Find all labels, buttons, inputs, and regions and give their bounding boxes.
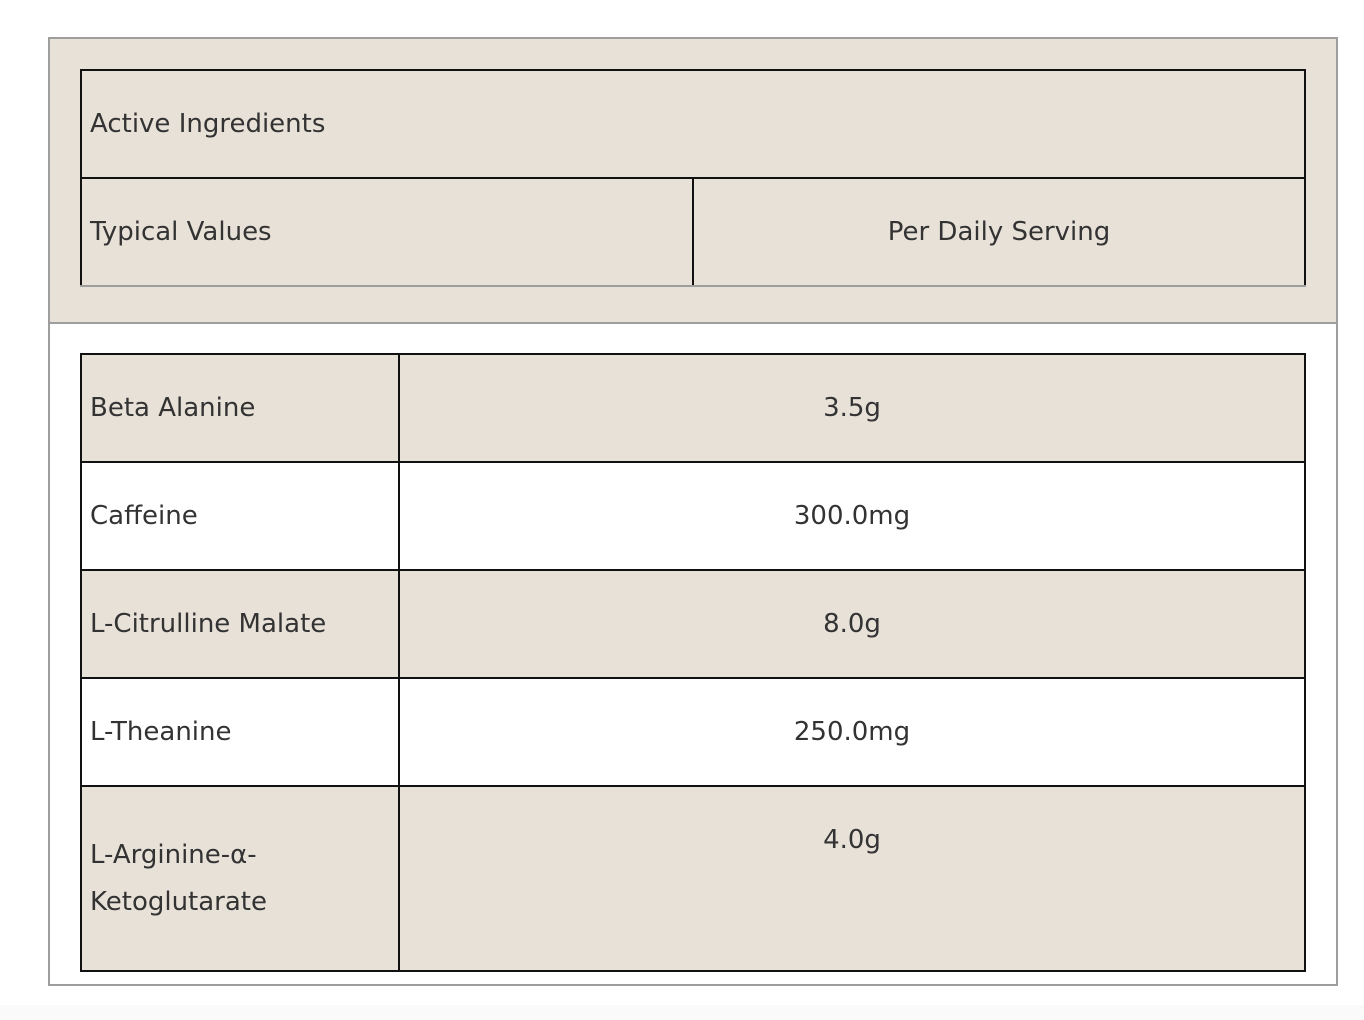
table-header-section: Active Ingredients Typical Values Per Da… bbox=[50, 39, 1336, 324]
title-row: Active Ingredients bbox=[80, 69, 1306, 179]
page-footer-strip bbox=[0, 1005, 1364, 1020]
header-table: Active Ingredients Typical Values Per Da… bbox=[80, 69, 1306, 287]
ingredient-value: 300.0mg bbox=[398, 461, 1306, 571]
table-title: Active Ingredients bbox=[80, 69, 1306, 179]
ingredient-value: 3.5g bbox=[398, 353, 1306, 463]
column-header-row: Typical Values Per Daily Serving bbox=[80, 177, 1306, 287]
ingredient-value: 4.0g bbox=[398, 785, 1306, 972]
ingredient-value: 8.0g bbox=[398, 569, 1306, 679]
ingredient-value: 250.0mg bbox=[398, 677, 1306, 787]
column-header-typical-values: Typical Values bbox=[80, 177, 694, 287]
table-row: L-Citrulline Malate 8.0g bbox=[80, 569, 1306, 679]
table-row: L-Arginine-α-Ketoglutarate 4.0g bbox=[80, 785, 1306, 972]
ingredients-panel: Active Ingredients Typical Values Per Da… bbox=[48, 37, 1338, 986]
ingredient-name: L-Theanine bbox=[80, 677, 400, 787]
table-row: L-Theanine 250.0mg bbox=[80, 677, 1306, 787]
ingredients-table: Beta Alanine 3.5g Caffeine 300.0mg L-Citru… bbox=[80, 353, 1306, 972]
ingredient-name: Beta Alanine bbox=[80, 353, 400, 463]
ingredient-name: L-Arginine-α-Ketoglutarate bbox=[80, 785, 400, 972]
ingredient-name: L-Citrulline Malate bbox=[80, 569, 400, 679]
table-row: Caffeine 300.0mg bbox=[80, 461, 1306, 571]
table-row: Beta Alanine 3.5g bbox=[80, 353, 1306, 463]
ingredient-name: Caffeine bbox=[80, 461, 400, 571]
column-header-per-daily-serving: Per Daily Serving bbox=[692, 177, 1306, 287]
